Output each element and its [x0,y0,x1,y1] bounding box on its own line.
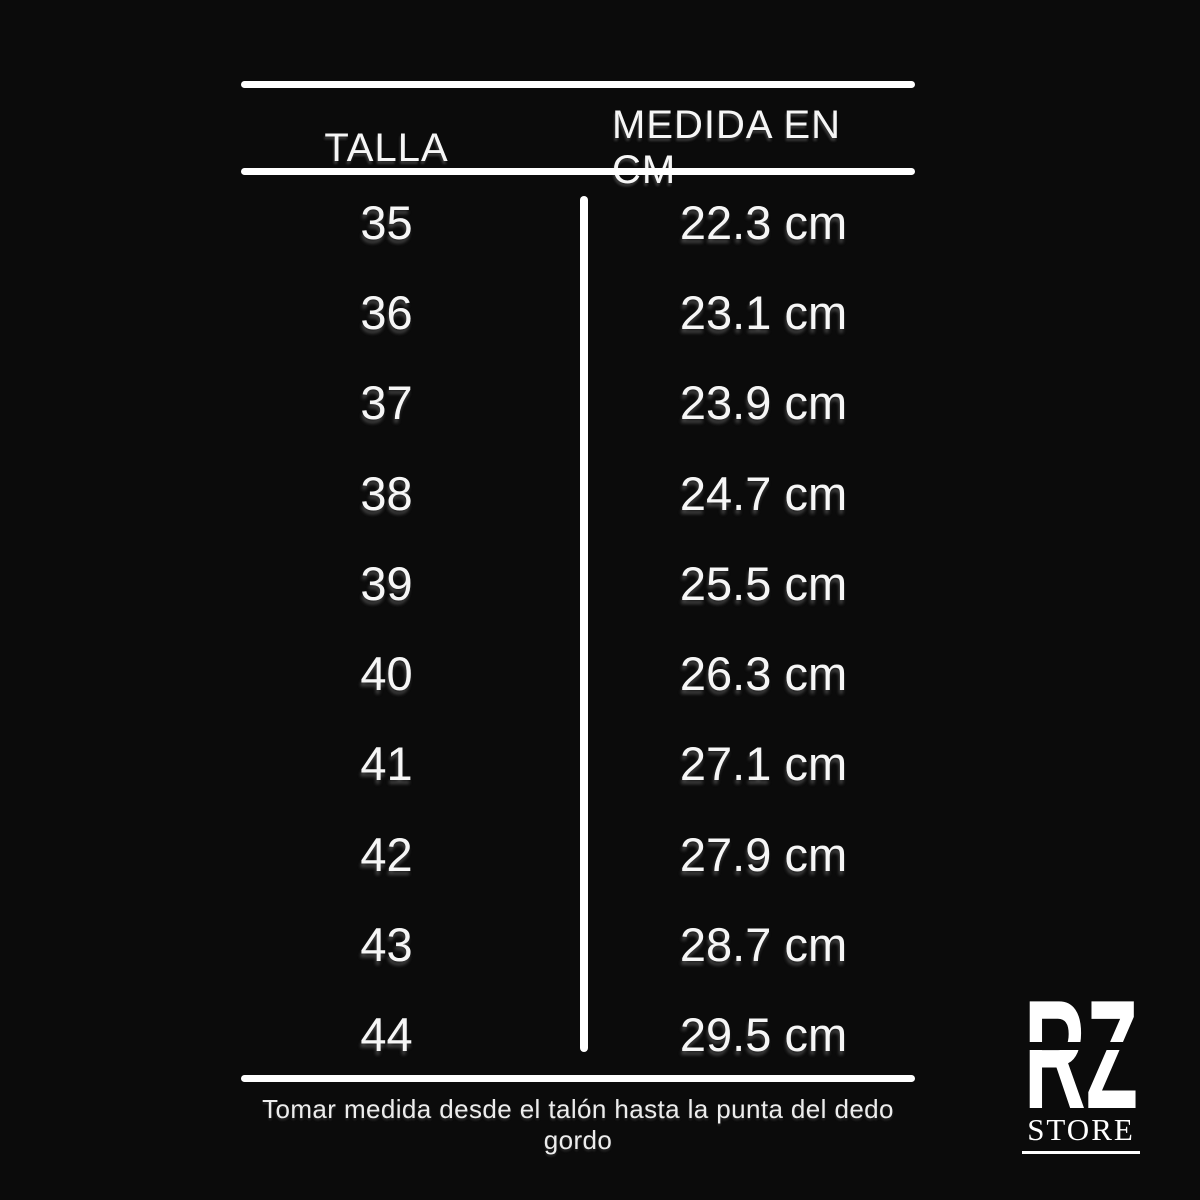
table-row: 36 23.1 cm [241,267,915,357]
header-top-rule [241,81,915,88]
size-value: 40 [360,647,413,701]
table-row: 44 29.5 cm [241,990,915,1080]
size-value: 44 [360,1008,413,1062]
table-bottom-rule [241,1075,915,1082]
table-row: 42 27.9 cm [241,809,915,899]
table-row: 37 23.9 cm [241,358,915,448]
size-column-header: TALLA [324,125,449,170]
table-row: 41 27.1 cm [241,719,915,809]
measure-value: 25.5 cm [679,556,848,610]
size-table-body: 35 22.3 cm 36 23.1 cm 37 23.9 cm 38 24.7… [241,177,915,1080]
column-divider [580,196,588,1052]
measure-value: 27.1 cm [679,737,848,791]
logo-monogram: RZ [1024,997,1138,1110]
logo-slice-gap [1022,1042,1140,1050]
measure-value: 29.5 cm [679,1008,848,1062]
measure-value: 23.9 cm [679,376,848,430]
size-value: 43 [360,918,413,972]
measure-value: 26.3 cm [679,647,848,701]
measure-value: 27.9 cm [679,827,848,881]
logo-monogram-graphic: RZ [1022,997,1140,1110]
size-value: 36 [360,285,413,339]
measure-value: 24.7 cm [679,466,848,520]
measure-value: 23.1 cm [679,285,848,339]
header-bottom-rule [241,168,915,175]
table-header: TALLA MEDIDA EN CM [241,103,915,192]
logo-store-label: STORE [1022,1112,1140,1154]
size-value: 39 [360,556,413,610]
store-logo: RZ STORE [1022,997,1140,1154]
table-row: 38 24.7 cm [241,448,915,538]
measure-value: 22.3 cm [679,195,848,249]
size-value: 38 [360,466,413,520]
table-row: 40 26.3 cm [241,629,915,719]
size-value: 42 [360,827,413,881]
table-row: 39 25.5 cm [241,538,915,628]
measurement-instruction: Tomar medida desde el talón hasta la pun… [262,1094,894,1155]
table-row: 35 22.3 cm [241,177,915,267]
size-value: 41 [360,737,413,791]
measure-value: 28.7 cm [679,918,848,972]
table-row: 43 28.7 cm [241,899,915,989]
size-value: 37 [360,376,413,430]
size-value: 35 [360,195,413,249]
